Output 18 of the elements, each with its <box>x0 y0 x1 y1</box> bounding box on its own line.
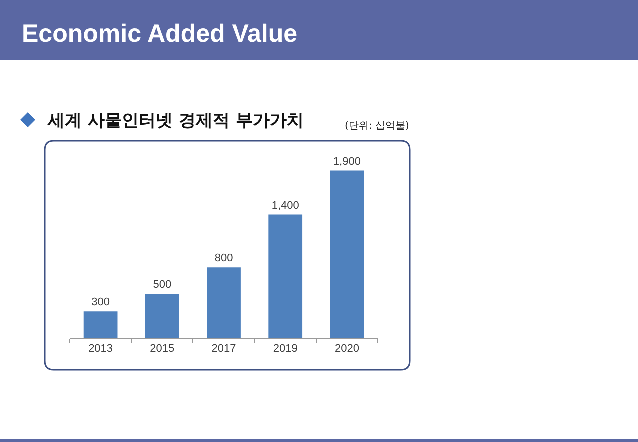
bar <box>268 214 303 338</box>
data-label: 1,400 <box>272 200 300 212</box>
bar <box>145 294 180 338</box>
chart-subtitle: 세계 사물인터넷 경제적 부가가치 <box>47 111 304 131</box>
data-label: 1,900 <box>333 156 361 168</box>
bar <box>330 170 364 338</box>
data-label: 300 <box>92 296 110 309</box>
x-tick-label: 2013 <box>88 343 114 356</box>
chart-title: Economic Added Value <box>22 20 298 48</box>
data-label: 800 <box>214 252 234 265</box>
x-tick-label: 2017 <box>212 343 236 356</box>
x-tick-label: 2015 <box>150 343 175 356</box>
text: (단위: 십억불) <box>345 121 410 132</box>
x-tick-label: 2019 <box>273 343 298 356</box>
data-label: 500 <box>153 279 172 291</box>
bar <box>84 312 118 338</box>
x-tick-label: 2020 <box>334 343 360 356</box>
bar <box>207 268 241 338</box>
